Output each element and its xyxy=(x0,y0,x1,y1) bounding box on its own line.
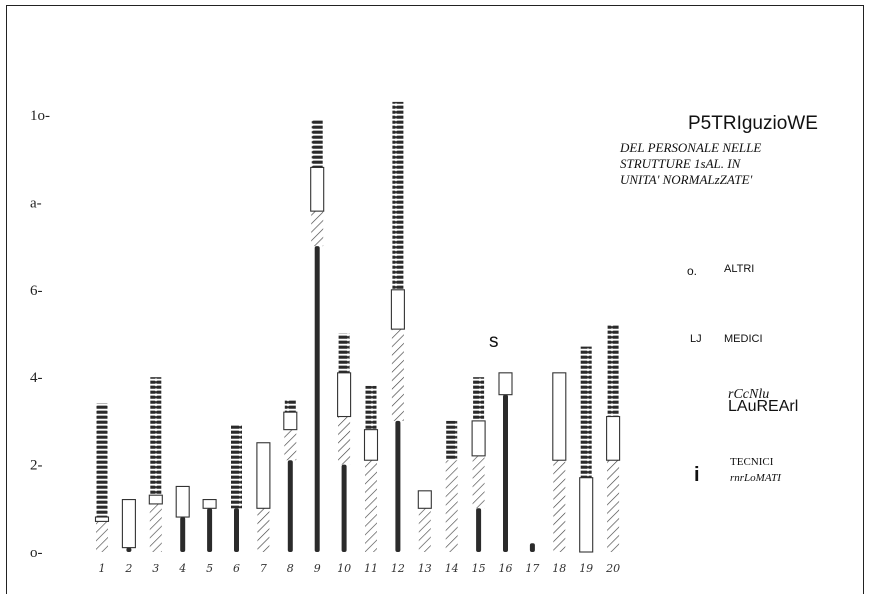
x-tick-label-15: 15 xyxy=(472,562,486,575)
bar-hatched-15 xyxy=(472,455,485,509)
bar-beaded-9 xyxy=(311,119,323,168)
legend-key-altri: o. xyxy=(687,264,698,278)
x-tick-label-13: 13 xyxy=(418,562,432,575)
subtitle-line-1: DEL PERSONALE NELLE xyxy=(620,140,762,155)
bar-box-19 xyxy=(579,477,594,553)
bar-hatched-18 xyxy=(553,460,566,552)
legend-label-laureati-line2: LAuREArl xyxy=(728,398,799,415)
bar-hatched-3 xyxy=(149,503,162,552)
x-tick-label-14: 14 xyxy=(445,562,459,575)
y-tick-label-0: o- xyxy=(30,545,43,561)
x-tick-label-20: 20 xyxy=(605,562,620,575)
bar-beaded-11 xyxy=(365,385,377,430)
bar-beaded-20 xyxy=(607,324,619,417)
x-tick-label-18: 18 xyxy=(552,562,566,575)
stray-s-mark: s xyxy=(489,331,499,352)
bar-box-2 xyxy=(121,499,136,549)
chart-title: P5TRIguzioWE xyxy=(688,113,818,134)
bar-hatched-12 xyxy=(391,329,404,421)
legend-label-laureati-line1: rCcNlu xyxy=(728,387,770,402)
subtitle-line-2: STRUTTURE 1sAL. IN xyxy=(620,156,741,171)
x-tick-label-7: 7 xyxy=(260,562,267,575)
bar-hatched-8 xyxy=(284,429,297,461)
bar-beaded-14 xyxy=(446,420,458,461)
legend-key-tecnici: i xyxy=(694,464,700,486)
x-tick-label-11: 11 xyxy=(364,562,378,575)
bar-beaded-12 xyxy=(392,101,404,290)
x-tick-label-12: 12 xyxy=(391,562,405,575)
bar-solid-5 xyxy=(207,508,213,552)
bar-solid-4 xyxy=(180,517,186,552)
bar-box-18 xyxy=(552,372,567,461)
legend-label-tecnici-line2: rnrLoMATI xyxy=(730,472,781,484)
bar-solid-10 xyxy=(341,464,347,552)
x-tick-label-3: 3 xyxy=(152,562,159,575)
bar-box-5 xyxy=(202,499,217,509)
x-tick-label-2: 2 xyxy=(124,562,132,575)
bar-beaded-3 xyxy=(150,377,162,496)
x-tick-label-5: 5 xyxy=(206,562,213,575)
bar-box-15 xyxy=(471,420,486,457)
bar-solid-15 xyxy=(476,508,482,552)
subtitle-line-3: UNITA' NORMALzZATE' xyxy=(620,172,753,187)
bar-hatched-1 xyxy=(96,521,108,552)
bar-box-1 xyxy=(94,516,110,522)
legend-label-altri: ALTRI xyxy=(724,263,755,275)
bar-box-8 xyxy=(283,411,298,431)
legend-label-medici: MEDICI xyxy=(724,333,763,345)
legend-key-medici: LJ xyxy=(690,333,702,345)
x-tick-label-19: 19 xyxy=(579,562,593,575)
x-tick-label-9: 9 xyxy=(314,562,321,575)
figure-frame xyxy=(6,5,864,594)
y-tick-label-1: 2- xyxy=(30,458,43,474)
bar-box-9 xyxy=(310,166,325,212)
x-tick-label-1: 1 xyxy=(99,562,106,575)
bar-beaded-15 xyxy=(473,377,485,421)
bar-box-3 xyxy=(148,494,163,505)
x-tick-label-10: 10 xyxy=(337,562,351,575)
y-tick-label-3: 6- xyxy=(30,283,43,299)
bar-hatched-14 xyxy=(445,460,458,552)
bar-box-13 xyxy=(417,490,432,509)
bar-beaded-10 xyxy=(338,333,350,373)
bar-solid-2 xyxy=(126,547,132,552)
bar-box-7 xyxy=(256,442,271,509)
bar-solid-6 xyxy=(234,508,239,552)
x-tick-label-6: 6 xyxy=(233,562,240,575)
bar-beaded-6 xyxy=(231,425,242,509)
bar-solid-17 xyxy=(529,543,535,552)
legend-label-tecnici-line1: TECNICI xyxy=(730,456,774,468)
y-tick-label-2: 4- xyxy=(30,370,43,386)
bar-hatched-20 xyxy=(607,460,620,552)
bar-solid-9 xyxy=(314,246,320,552)
bar-hatched-13 xyxy=(418,508,431,552)
bar-hatched-11 xyxy=(365,460,377,552)
x-tick-label-17: 17 xyxy=(525,562,539,575)
x-tick-label-16: 16 xyxy=(499,562,513,575)
bar-box-12 xyxy=(390,289,405,330)
bar-solid-12 xyxy=(395,420,401,552)
bar-beaded-8 xyxy=(284,399,296,413)
x-tick-label-4: 4 xyxy=(178,562,186,575)
y-tick-label-5: 1o- xyxy=(30,108,50,124)
bar-hatched-7 xyxy=(257,508,270,552)
bar-solid-16 xyxy=(503,394,508,552)
y-tick-label-4: a- xyxy=(30,195,42,211)
bar-hatched-9 xyxy=(311,211,324,247)
bar-box-10 xyxy=(337,372,352,418)
bar-box-11 xyxy=(363,429,379,461)
bar-hatched-10 xyxy=(338,416,351,465)
bar-box-20 xyxy=(606,415,621,461)
x-tick-label-8: 8 xyxy=(287,562,294,575)
bar-solid-8 xyxy=(287,460,293,552)
chart-subtitle: DEL PERSONALE NELLE STRUTTURE 1sAL. IN U… xyxy=(620,140,850,188)
bar-beaded-19 xyxy=(580,346,592,478)
bar-box-4 xyxy=(175,485,190,518)
bar-box-16 xyxy=(498,372,513,396)
bar-beaded-1 xyxy=(96,403,108,518)
